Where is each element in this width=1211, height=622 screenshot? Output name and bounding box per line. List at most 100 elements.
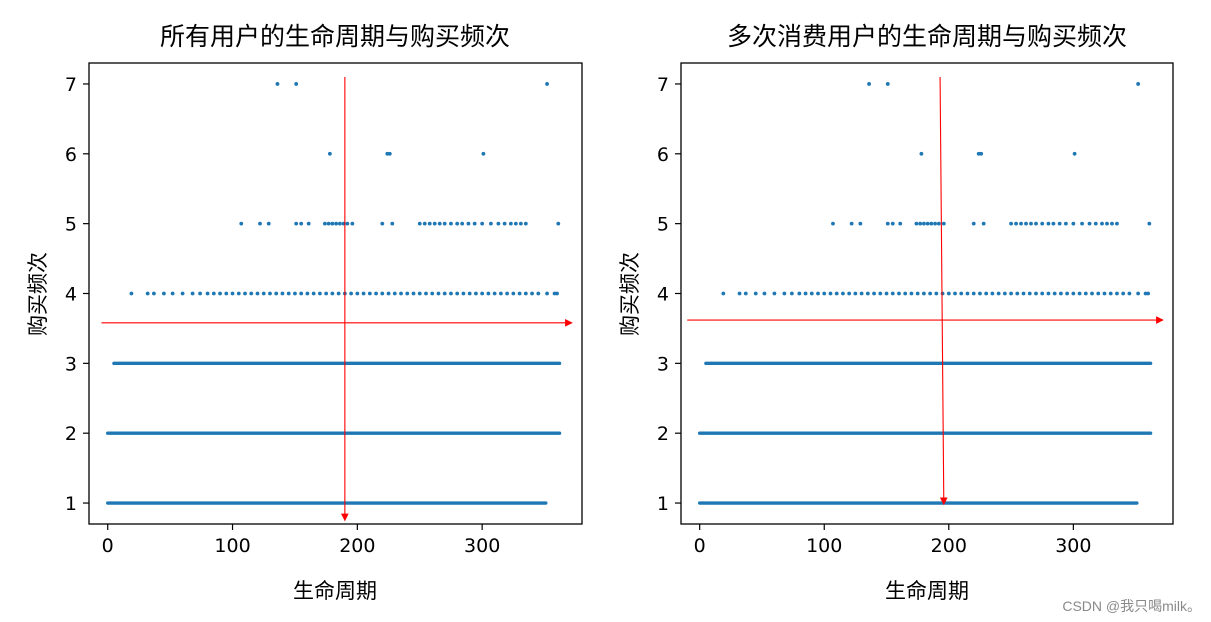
- right-chart-point: [1052, 291, 1057, 296]
- right-chart-point: [782, 291, 787, 296]
- left-chart-point: [311, 291, 316, 296]
- right-chart-y-axis-label: 购买频次: [618, 252, 642, 336]
- right-chart-point: [1146, 291, 1150, 296]
- right-chart-point: [918, 221, 923, 226]
- right-chart-point: [971, 291, 976, 296]
- right-chart-point: [1058, 291, 1063, 296]
- right-chart-point: [789, 291, 794, 296]
- left-chart-point: [280, 291, 285, 296]
- right-chart-point: [1009, 291, 1013, 296]
- left-chart-point: [230, 291, 235, 296]
- left-chart-point: [424, 291, 428, 296]
- right-chart-point: [834, 291, 839, 296]
- left-chart-x-tick-label: 200: [339, 535, 375, 557]
- right-chart-y-tick-label: 7: [657, 74, 669, 96]
- left-chart-point: [294, 82, 299, 86]
- right-chart-point: [1090, 291, 1094, 296]
- left-chart-point: [466, 221, 471, 226]
- right-chart-x-tick-label: 300: [1055, 535, 1091, 557]
- left-chart-point: [211, 291, 216, 296]
- right-chart-point: [903, 291, 908, 296]
- right-chart-point: [1065, 291, 1070, 296]
- right-chart-point: [1136, 291, 1141, 296]
- left-chart-x-axis-label: 生命周期: [293, 579, 377, 603]
- left-chart-point: [258, 221, 262, 226]
- right-chart-y-tick-label: 2: [657, 423, 669, 445]
- right-chart-point: [853, 291, 858, 296]
- left-chart-point: [261, 291, 266, 296]
- left-chart-point: [299, 291, 304, 296]
- right-chart-point: [1024, 221, 1028, 226]
- right-chart-point: [1063, 221, 1068, 226]
- left-chart-point: [481, 151, 486, 156]
- left-chart-point: [161, 291, 166, 296]
- right-chart-point: [928, 291, 933, 296]
- right-chart-point: [971, 221, 976, 226]
- left-chart-point: [508, 221, 513, 226]
- right-chart-point: [898, 221, 903, 226]
- right-chart-point: [1014, 221, 1018, 226]
- right-chart-point: [1040, 291, 1045, 296]
- right-chart-point: [809, 291, 814, 296]
- left-chart-point: [480, 221, 485, 226]
- right-chart-point: [1102, 291, 1107, 296]
- left-chart-y-tick-label: 7: [65, 74, 77, 96]
- left-chart-point: [523, 221, 528, 226]
- left-chart-point: [190, 291, 195, 296]
- left-chart-point: [480, 291, 485, 296]
- right-chart-point: [1019, 221, 1023, 226]
- left-chart-point: [437, 221, 442, 226]
- left-chart-point: [294, 221, 299, 226]
- right-chart-point: [816, 291, 820, 296]
- left-chart-point: [472, 221, 477, 226]
- right-chart-y-tick-label: 1: [657, 493, 669, 515]
- left-chart-point: [380, 221, 385, 226]
- left-chart-point: [417, 291, 422, 296]
- right-chart-point: [978, 291, 982, 296]
- left-chart-point: [198, 291, 202, 296]
- left-chart-point: [449, 291, 453, 296]
- left-chart-point: [326, 221, 331, 226]
- right-chart-point: [1093, 221, 1098, 226]
- right-chart-point: [1034, 221, 1038, 226]
- watermark: CSDN @我只喝milk。: [1062, 598, 1201, 614]
- left-chart-point: [205, 291, 210, 296]
- left-chart-point: [392, 291, 397, 296]
- left-chart-point: [486, 291, 491, 296]
- left-chart-point: [180, 291, 185, 296]
- left-chart-point: [449, 221, 453, 226]
- left-chart-x-tick-label: 100: [214, 535, 250, 557]
- right-chart-point: [1009, 221, 1013, 226]
- right-chart-y-tick-label: 3: [657, 353, 669, 375]
- left-chart-point: [274, 291, 279, 296]
- right-chart-point: [1110, 221, 1114, 226]
- left-chart-point: [305, 291, 310, 296]
- left-chart-point: [286, 291, 291, 296]
- right-chart-point: [946, 291, 951, 296]
- left-chart-point: [330, 221, 335, 226]
- right-chart-point: [1083, 291, 1088, 296]
- left-chart-point: [492, 291, 497, 296]
- right-chart-point: [803, 291, 808, 296]
- right-chart-point: [1080, 221, 1084, 226]
- left-chart-point: [545, 82, 549, 86]
- right-chart-point: [1105, 221, 1109, 226]
- left-chart-point: [336, 291, 341, 296]
- right-chart-point: [867, 82, 871, 86]
- right-chart-point: [858, 221, 863, 226]
- left-chart-point: [152, 291, 156, 296]
- left-chart-point: [422, 221, 427, 226]
- right-chart-point: [847, 291, 852, 296]
- left-chart-y-tick-label: 3: [65, 353, 77, 375]
- left-chart-point: [129, 291, 134, 296]
- right-chart-point: [1127, 291, 1132, 296]
- right-chart-point: [859, 291, 864, 296]
- left-chart-point: [530, 291, 534, 296]
- right-chart-point: [979, 151, 984, 156]
- left-chart-point: [380, 291, 385, 296]
- right-chart-point: [1115, 221, 1119, 226]
- left-chart-point: [505, 291, 510, 296]
- right-chart-title: 多次消费用户的生命周期与购买频次: [727, 22, 1127, 51]
- right-chart-x-tick-label: 0: [694, 535, 706, 557]
- right-chart-x-axis-label: 生命周期: [885, 579, 969, 603]
